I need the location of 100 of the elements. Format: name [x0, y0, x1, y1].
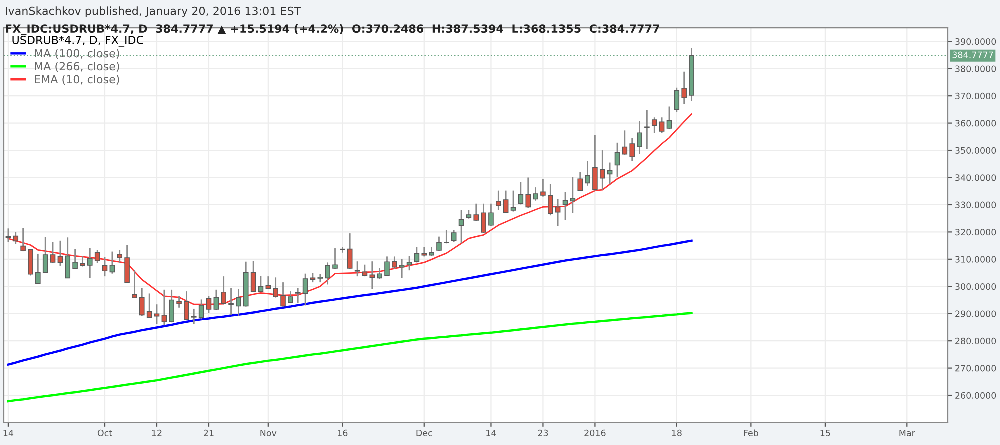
candlestick	[42, 236, 48, 274]
candlestick	[36, 253, 41, 285]
candlestick	[214, 289, 220, 312]
x-tick-label: 12	[152, 430, 162, 436]
candlestick	[354, 260, 360, 278]
y-tick-label: 310.0000	[956, 256, 996, 263]
x-tick-label: 23	[538, 430, 548, 436]
chart-title: IvanSkachkov published, January 20, 2016 13:01 EST	[6, 6, 302, 18]
x-tick-label: 18	[672, 430, 682, 436]
candlestick	[399, 258, 405, 279]
candlestick	[258, 275, 264, 294]
y-tick-label: 290.0000	[956, 310, 996, 318]
candlestick	[384, 256, 390, 277]
candlestick	[622, 130, 628, 156]
ref-line-label: 384.7777	[952, 52, 994, 58]
candlestick	[674, 87, 680, 113]
candlestick	[221, 276, 226, 306]
candlestick	[184, 290, 190, 321]
candlestick	[496, 190, 502, 212]
y-tick-label: 330.0000	[956, 202, 996, 208]
line-series	[7, 312, 693, 403]
legend-title: USDRUB*4.7, D, FX_IDC	[12, 36, 144, 47]
candlestick	[630, 137, 635, 162]
y-tick-label: 380.0000	[956, 66, 996, 72]
candlestick	[140, 288, 145, 318]
candlestick	[20, 227, 26, 252]
candlestick	[600, 150, 606, 191]
candlestick	[474, 203, 480, 222]
candlestick	[659, 116, 665, 134]
candlestick	[451, 230, 457, 243]
x-tick-label: Oct	[98, 430, 112, 436]
candlestick	[146, 293, 152, 319]
candlestick	[652, 116, 658, 134]
x-tick-label: 14	[486, 430, 496, 436]
candlestick	[325, 262, 330, 286]
candlestick	[518, 182, 524, 206]
candlestick	[444, 230, 450, 244]
candlestick	[562, 192, 568, 222]
x-tick-label: Nov	[260, 430, 277, 436]
legend-label: EMA (10, close)	[35, 75, 120, 85]
candlestick	[540, 178, 546, 198]
candlestick	[332, 248, 338, 270]
y-tick-label: 360.0000	[956, 120, 996, 127]
chart-subtitle: FX_IDC:USDRUB*4.7, D 384.7777 ▲ +15.5194 (+4.2%) O:370.2486 H:387.5394 L:368.1355 C:384.7777	[6, 24, 660, 36]
candlestick	[488, 203, 494, 227]
candlestick	[162, 289, 168, 326]
candlestick	[102, 256, 108, 278]
candlestick	[592, 134, 598, 192]
legend-label: MA (100, close)	[35, 49, 120, 60]
candlestick	[154, 304, 160, 326]
x-tick-label: 14	[4, 430, 14, 436]
candlestick	[682, 71, 687, 105]
x-tick-label: 2016	[584, 430, 606, 436]
candlestick	[406, 255, 412, 272]
candlestick	[302, 273, 308, 306]
y-tick-label: 270.0000	[956, 365, 996, 372]
candlestick	[510, 190, 516, 212]
y-tick-label: 280.0000	[956, 338, 996, 345]
candlestick	[578, 171, 583, 192]
x-tick-label: 21	[204, 430, 214, 436]
candlestick	[228, 288, 234, 316]
candlestick	[526, 177, 532, 209]
candlestick	[13, 232, 19, 246]
x-tick-label: Feb	[744, 430, 758, 436]
candlestick	[176, 296, 182, 309]
candlestick	[88, 247, 93, 279]
candlestick	[436, 236, 442, 252]
candlestick	[117, 249, 123, 264]
candlestick	[347, 232, 353, 270]
y-tick-label: 350.0000	[956, 147, 996, 154]
y-tick-label: 300.0000	[956, 283, 996, 290]
candlestick	[414, 246, 420, 264]
candlestick	[110, 251, 116, 275]
candlestick	[503, 190, 509, 214]
candlestick	[585, 160, 590, 187]
x-tick-label: Mar	[900, 430, 916, 436]
candlestick	[637, 120, 642, 156]
candlestick	[94, 249, 100, 264]
y-tick-label: 260.0000	[956, 392, 996, 399]
candlestick	[570, 176, 576, 214]
candlestick	[481, 203, 486, 234]
candlestick	[191, 308, 197, 326]
candlestick	[72, 248, 78, 270]
candlestick	[392, 256, 398, 270]
candlestick	[295, 288, 301, 304]
candlestick	[422, 246, 428, 258]
line-series	[7, 240, 693, 366]
candlestick	[80, 255, 86, 268]
x-tick-label: 16	[338, 430, 348, 436]
candlestick	[370, 260, 376, 290]
candlestick	[50, 241, 56, 264]
y-tick-label: 340.0000	[956, 174, 996, 182]
candlestick	[458, 210, 464, 244]
candlestick	[555, 198, 561, 228]
candlestick	[644, 109, 650, 150]
candlestick	[533, 186, 538, 202]
candlestick	[614, 142, 620, 178]
legend-label: MA (266, close)	[35, 62, 120, 72]
y-tick-label: 390.0000	[956, 38, 996, 46]
candlestick	[377, 268, 382, 280]
